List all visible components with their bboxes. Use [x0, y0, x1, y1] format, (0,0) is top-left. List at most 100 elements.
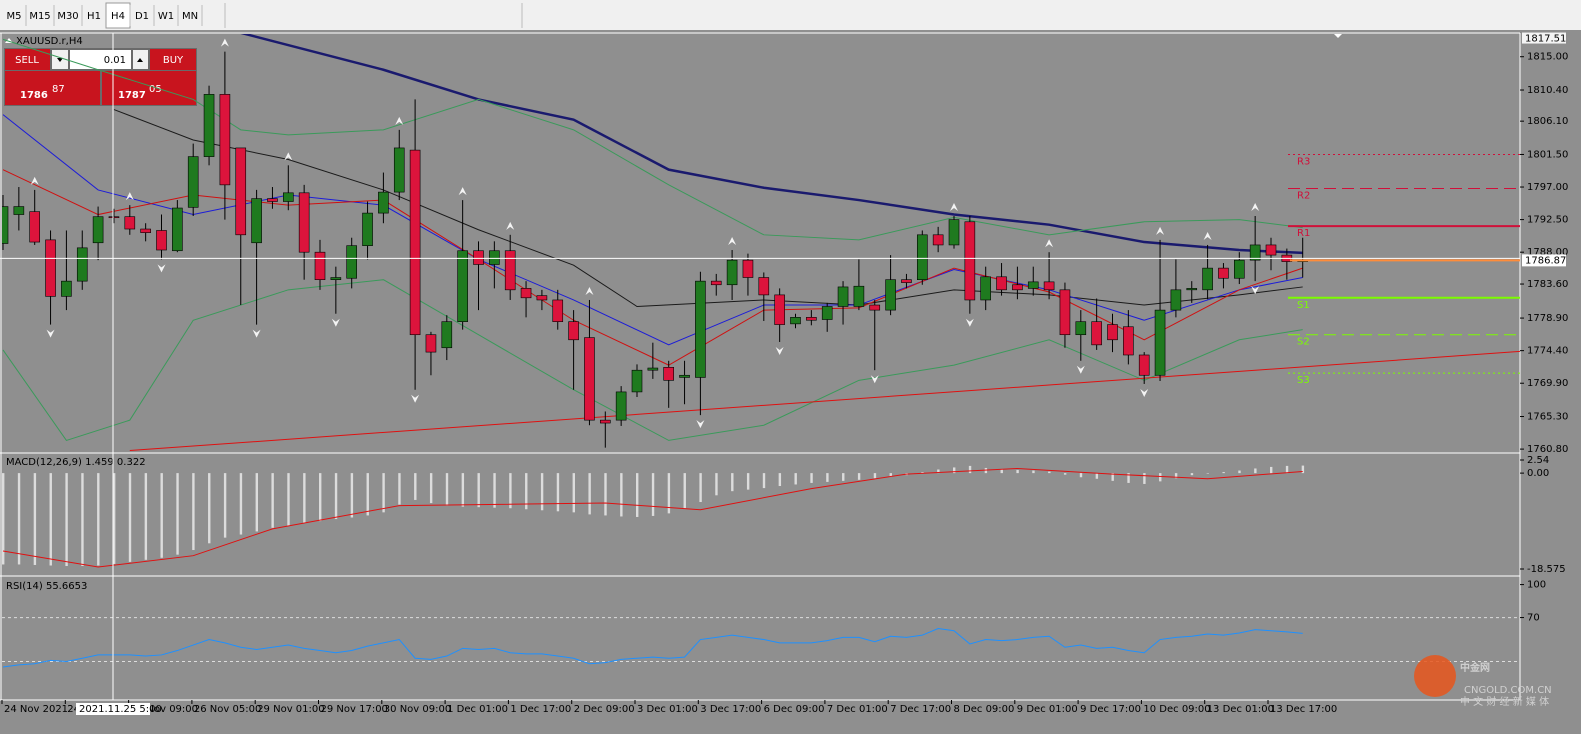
x-tick-label: 26 Nov 05:00 [194, 704, 261, 715]
macd-bar [1000, 468, 1003, 474]
macd-bar [1079, 473, 1083, 478]
y-tick-label: 1806.10 [1527, 116, 1568, 127]
buy-text[interactable]: BUY [163, 55, 184, 66]
x-tick-label: 3 Dec 17:00 [700, 704, 761, 715]
fractal-down [870, 375, 879, 384]
vol-input[interactable] [70, 50, 131, 69]
fractal-down [775, 346, 784, 355]
macd-bar [731, 473, 734, 492]
candle-body [504, 250, 516, 291]
y-tick-label: 1778.90 [1527, 313, 1568, 324]
macd-bar [144, 473, 148, 560]
main-plot [2, 34, 1520, 452]
candle-body [29, 211, 41, 243]
macd-bar [746, 473, 750, 490]
crosshair-label: 2021.11.25 5:00 [79, 704, 162, 715]
timeframe-tab[interactable]: M30 [57, 11, 78, 22]
macd-bar [778, 473, 782, 487]
timeframe-tab[interactable]: H1 [87, 11, 101, 22]
macd-bar [826, 473, 829, 482]
macd-bar [493, 473, 496, 508]
y-tick-label: 1774.40 [1527, 346, 1568, 357]
candle-body [203, 94, 215, 157]
macd-bar [556, 473, 560, 512]
candle-body [362, 212, 373, 246]
macd-bar [620, 473, 623, 517]
watermark-logo [1414, 655, 1456, 697]
sell-button[interactable] [5, 49, 50, 70]
candle-body [710, 280, 722, 286]
macd-bar [509, 473, 512, 509]
candle-body [156, 230, 167, 251]
macd-bar [953, 467, 956, 474]
sell-text[interactable]: SELL [15, 55, 39, 66]
watermark-slogan: 中 文 财 经 新 媒 体 [1460, 695, 1549, 708]
buy-button[interactable] [150, 49, 196, 70]
timeframe-tab[interactable]: W1 [158, 11, 174, 22]
macd-bar [1016, 470, 1019, 474]
fractal-up [950, 202, 958, 211]
macd-bar [319, 473, 322, 522]
fractal-up [1203, 231, 1212, 240]
macd-bar [1206, 473, 1209, 474]
fractal-up [585, 286, 594, 295]
candle-body [235, 147, 247, 236]
sell-price-box[interactable] [5, 71, 100, 105]
vol-up-icon [137, 58, 143, 62]
macd-bar [223, 473, 227, 538]
candle-body [837, 286, 849, 307]
timeframe-tab[interactable]: M15 [29, 11, 50, 22]
pivot-label: S3 [1297, 375, 1310, 386]
y-tick-label: 2.54 [1527, 455, 1549, 466]
macd-bar [65, 473, 68, 567]
candle-body [758, 277, 770, 296]
macd-bar [842, 473, 845, 481]
macd-bar [1190, 473, 1194, 476]
x-tick-label: 29 Nov 01:00 [257, 704, 324, 715]
x-tick-label: 25 Nov 09:00 [131, 704, 198, 715]
candle-body [964, 221, 976, 301]
candle-body [282, 192, 294, 202]
candle-body [1107, 324, 1118, 341]
timeframe-tab[interactable]: D1 [135, 11, 149, 22]
macd-bar [1159, 473, 1162, 482]
current-price-label: 1786.87 [1525, 255, 1566, 266]
candle-body [187, 156, 199, 208]
macd-title: MACD(12,26,9) 1.459 0.322 [6, 457, 146, 468]
candle-body [267, 198, 278, 202]
fractal-up [1045, 239, 1054, 248]
candle-body [996, 276, 1007, 291]
macd-bar [2, 473, 5, 565]
buy-price-box[interactable] [102, 71, 196, 105]
macd-bar [382, 473, 385, 513]
y-tick-label: 1769.90 [1527, 378, 1568, 389]
candle-body [821, 306, 833, 320]
macd-bar [1095, 473, 1099, 479]
timeframe-tab[interactable]: H4 [111, 11, 125, 22]
timeframe-tab[interactable]: MN [182, 11, 198, 22]
x-tick-label: 6 Dec 09:00 [764, 704, 825, 715]
fractal-down [411, 394, 420, 403]
candle-body [774, 294, 785, 325]
candle-body [1249, 244, 1261, 261]
macd-bar [176, 473, 179, 555]
fractal-down [157, 264, 166, 273]
macd-bar [1285, 465, 1289, 474]
sell-small: 87 [52, 84, 65, 95]
candle-body [568, 321, 579, 341]
x-tick-label: 2 Dec 09:00 [574, 704, 635, 715]
buy-small: 05 [149, 84, 162, 95]
candle-body [1170, 289, 1182, 311]
fractal-up [395, 116, 404, 125]
top-price-label: 1817.51 [1525, 34, 1566, 45]
macd-bar [334, 473, 338, 520]
candle-body [124, 216, 136, 230]
macd-bar [287, 473, 290, 526]
macd-bar [17, 473, 21, 565]
rsi-line [2, 628, 1303, 668]
fractal-down [1140, 388, 1149, 397]
timeframe-tab[interactable]: M5 [7, 11, 22, 22]
candle-body [1091, 321, 1102, 346]
fractal-up [220, 38, 229, 47]
